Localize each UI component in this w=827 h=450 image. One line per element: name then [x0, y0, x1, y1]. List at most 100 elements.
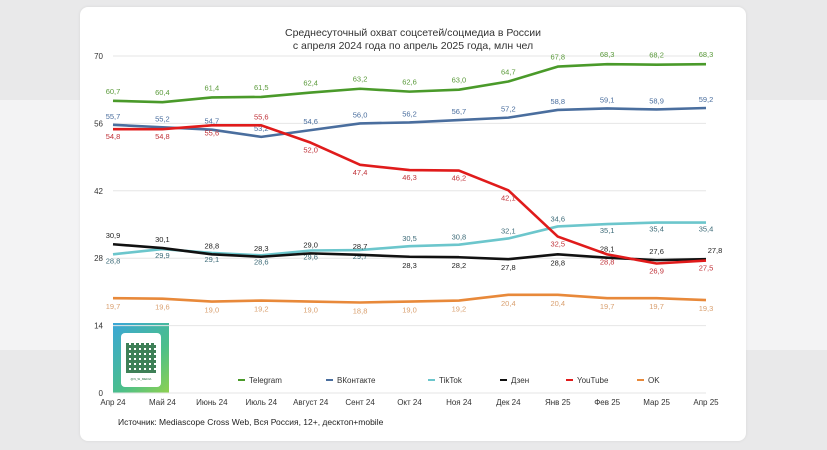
- data-label: 28,8: [600, 257, 615, 266]
- y-tick-label: 70: [94, 52, 103, 61]
- chart-title-block: Среднесуточный охват соцсетей/соцмедиа в…: [80, 27, 746, 53]
- data-label: 54,8: [155, 132, 170, 141]
- x-tick-label: Дек 24: [496, 398, 521, 407]
- data-label: 68,2: [649, 51, 664, 60]
- background-tile: [0, 100, 80, 350]
- data-label: 42,1: [501, 193, 516, 202]
- data-label: 34,6: [550, 214, 565, 223]
- data-label: 19,7: [600, 302, 615, 311]
- series-line-telegram: [112, 62, 707, 104]
- data-label: 46,3: [402, 173, 417, 182]
- series-line-ok: [112, 293, 707, 304]
- x-tick-label: Ноя 24: [446, 398, 472, 407]
- x-tick-label: Мар 25: [643, 398, 670, 407]
- data-label: 19,0: [402, 306, 417, 315]
- data-label: 35,1: [600, 226, 615, 235]
- data-label: 28,8: [205, 241, 220, 250]
- data-label: 68,3: [600, 50, 615, 59]
- data-label: 29,6: [303, 252, 318, 261]
- data-label: 55,2: [155, 114, 170, 123]
- x-tick-label: Июнь 24: [196, 398, 228, 407]
- qr-card: @N_SI_MEDIA: [121, 333, 161, 387]
- data-label: 29,7: [353, 252, 368, 261]
- data-label: 55,6: [254, 112, 269, 121]
- data-label: 27,6: [649, 247, 664, 256]
- y-tick-label: 56: [94, 119, 103, 128]
- qr-caption: @N_SI_MEDIA: [130, 377, 152, 381]
- data-label: 29,1: [205, 255, 220, 264]
- data-label: 60,7: [106, 87, 121, 96]
- y-tick-label: 42: [94, 187, 103, 196]
- data-label: 46,2: [452, 174, 467, 183]
- data-label: 28,3: [402, 261, 417, 270]
- x-tick-label: Май 24: [149, 398, 176, 407]
- data-label: 55,7: [106, 112, 121, 121]
- data-label: 52,0: [303, 146, 318, 155]
- data-label: 28,3: [254, 244, 269, 253]
- data-label: 28,6: [254, 257, 269, 266]
- data-label: 19,0: [303, 306, 318, 315]
- data-label: 20,4: [501, 299, 516, 308]
- data-label: 60,4: [155, 88, 170, 97]
- data-label: 58,8: [550, 97, 565, 106]
- data-label: 30,8: [452, 233, 467, 242]
- y-tick-label: 28: [94, 254, 103, 263]
- data-label: 28,7: [353, 242, 368, 251]
- data-label: 30,1: [155, 235, 170, 244]
- qr-code-icon: [126, 343, 156, 373]
- data-label: 29,9: [155, 251, 170, 260]
- x-tick-label: Апр 24: [100, 398, 126, 407]
- data-label: 68,3: [699, 50, 714, 59]
- data-label: 20,4: [550, 299, 565, 308]
- data-label: 57,2: [501, 105, 516, 114]
- data-label: 28,8: [550, 258, 565, 267]
- data-label: 53,2: [254, 124, 269, 133]
- data-label: 58,9: [649, 96, 664, 105]
- data-label: 54,7: [205, 117, 220, 126]
- chart-subtitle: с апреля 2024 года по апрель 2025 года, …: [292, 40, 534, 52]
- data-label: 61,4: [205, 83, 220, 92]
- data-label: 28,1: [600, 245, 615, 254]
- data-label: 63,0: [452, 76, 467, 85]
- y-tick-label: 14: [94, 322, 103, 331]
- data-label: 59,2: [699, 95, 714, 104]
- data-label: 19,2: [254, 305, 269, 314]
- data-label: 27,5: [699, 264, 714, 273]
- data-label: 19,7: [106, 302, 121, 311]
- data-label: 27,8: [501, 263, 516, 272]
- data-label: 28,2: [452, 261, 467, 270]
- data-label: 35,4: [699, 225, 714, 234]
- data-label: 19,6: [155, 303, 170, 312]
- data-label: 19,2: [452, 305, 467, 314]
- data-label: 19,7: [649, 302, 664, 311]
- data-label: 26,9: [649, 266, 664, 275]
- x-tick-label: Август 24: [293, 398, 329, 407]
- data-label: 62,4: [303, 79, 318, 88]
- data-label: 56,0: [353, 110, 368, 119]
- x-tick-label: Июль 24: [245, 398, 277, 407]
- data-label: 56,7: [452, 107, 467, 116]
- data-label: 54,8: [106, 132, 121, 141]
- qr-code-badge[interactable]: @N_SI_MEDIA: [113, 323, 169, 393]
- data-label: 64,7: [501, 68, 516, 77]
- chart-title: Среднесуточный охват соцсетей/соцмедиа в…: [284, 27, 542, 39]
- source-note: Источник: Mediascope Cross Web, Вся Росс…: [118, 417, 384, 427]
- data-label: 28,8: [106, 256, 121, 265]
- x-tick-label: Фев 25: [594, 398, 620, 407]
- data-label: 19,0: [205, 306, 220, 315]
- legend-label: TikTok: [439, 376, 463, 385]
- data-label: 18,8: [353, 306, 368, 315]
- data-label: 29,0: [303, 240, 318, 249]
- x-tick-label: Апр 25: [693, 398, 719, 407]
- y-tick-label: 0: [99, 389, 104, 398]
- data-label: 67,8: [550, 53, 565, 62]
- series-line-дзен: [112, 242, 707, 262]
- data-label: 35,4: [649, 225, 664, 234]
- data-label: 32,5: [550, 240, 565, 249]
- legend-label: OK: [648, 376, 660, 385]
- series-line-вконтакте: [112, 106, 707, 139]
- data-label: 59,1: [600, 95, 615, 104]
- legend-label: YouTube: [577, 376, 609, 385]
- series-line-youtube: [113, 124, 707, 265]
